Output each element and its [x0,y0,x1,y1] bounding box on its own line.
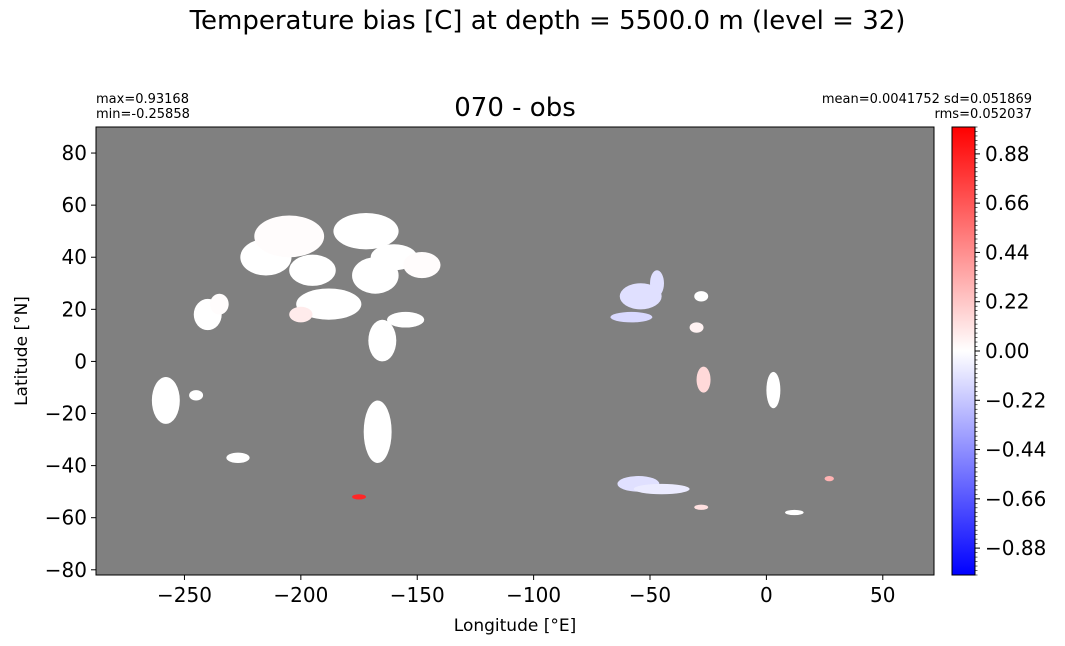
plot-area [96,127,934,575]
bias-region-19 [650,270,664,297]
stat-max: max=0.93168 [96,92,189,107]
colorbar-tick-label: −0.88 [985,536,1046,560]
y-axis: −80 −60 −40 −20 0 20 40 60 80 [45,141,96,582]
stats-left: max=0.93168 min=-0.25858 [96,92,190,122]
bias-region-27 [694,504,709,510]
y-tick-label: 20 [62,297,87,321]
colorbar-tick-label: 0.00 [985,339,1030,363]
colorbar-tick-label: −0.22 [985,388,1046,412]
bias-region-10 [403,252,441,279]
bias-region-13 [151,377,180,424]
stat-rms: rms=0.052037 [934,107,1032,122]
bias-region-24 [766,371,781,409]
colorbar-tick-label: −0.44 [985,438,1046,462]
stat-mean-sd: mean=0.0041752 sd=0.051869 [821,92,1032,107]
bias-region-26 [633,483,690,495]
stats-right: mean=0.0041752 sd=0.051869 rms=0.052037 [822,92,1032,122]
bias-regions [151,212,834,516]
y-tick-label: −60 [45,506,87,530]
x-tick-label: 50 [870,583,895,607]
y-axis-label: Latitude [°N] [12,296,32,406]
colorbar-tick-label: 0.88 [985,142,1030,166]
x-axis: −250 −200 −150 −100 −50 0 50 [157,575,896,607]
colorbar-tick-label: 0.22 [985,290,1030,314]
y-tick-label: −20 [45,402,87,426]
bias-region-4 [289,254,336,286]
colorbar-ticks: 0.88 0.66 0.44 0.22 0.00 −0.22 −0.44 −0.66 −0.88 [975,142,1046,560]
figure-suptitle: Temperature bias [C] at depth = 5500.0 m… [189,6,906,36]
x-tick-label: −100 [506,583,561,607]
bias-region-23 [696,366,711,393]
chart-title: 070 - obs [454,93,576,123]
bias-region-16 [226,452,250,464]
x-tick-label: −50 [629,583,671,607]
y-tick-label: 80 [62,141,87,165]
colorbar [951,126,976,576]
colorbar-tick-label: −0.66 [985,487,1046,511]
x-tick-label: −250 [157,583,212,607]
y-tick-label: −80 [45,558,87,582]
plot-frame [95,126,935,576]
bias-region-5 [296,288,362,320]
y-tick-label: 0 [74,349,87,373]
y-tick-label: −40 [45,454,87,478]
bias-region-20 [610,311,653,323]
bias-region-14 [189,390,204,401]
bias-region-11 [368,319,397,362]
y-tick-label: 40 [62,245,87,269]
bias-region-21 [694,291,709,302]
x-tick-label: 0 [760,583,773,607]
colorbar-tick-label: 0.66 [985,191,1030,215]
bias-region-3 [254,215,325,258]
bias-region-7 [333,212,399,250]
bias-region-15 [363,400,392,463]
bias-region-28 [785,509,804,516]
colorbar-tick-label: 0.44 [985,240,1030,264]
x-axis-label: Longitude [°E] [454,616,576,636]
stat-min: min=-0.25858 [96,107,190,122]
bias-region-6 [289,306,313,323]
bias-region-1 [210,293,229,315]
bias-region-17 [352,494,367,500]
bias-region-29 [824,476,834,482]
x-tick-label: −150 [390,583,445,607]
x-tick-label: −200 [273,583,328,607]
bias-region-12 [386,311,425,328]
bias-region-22 [689,322,704,333]
y-tick-label: 60 [62,193,87,217]
